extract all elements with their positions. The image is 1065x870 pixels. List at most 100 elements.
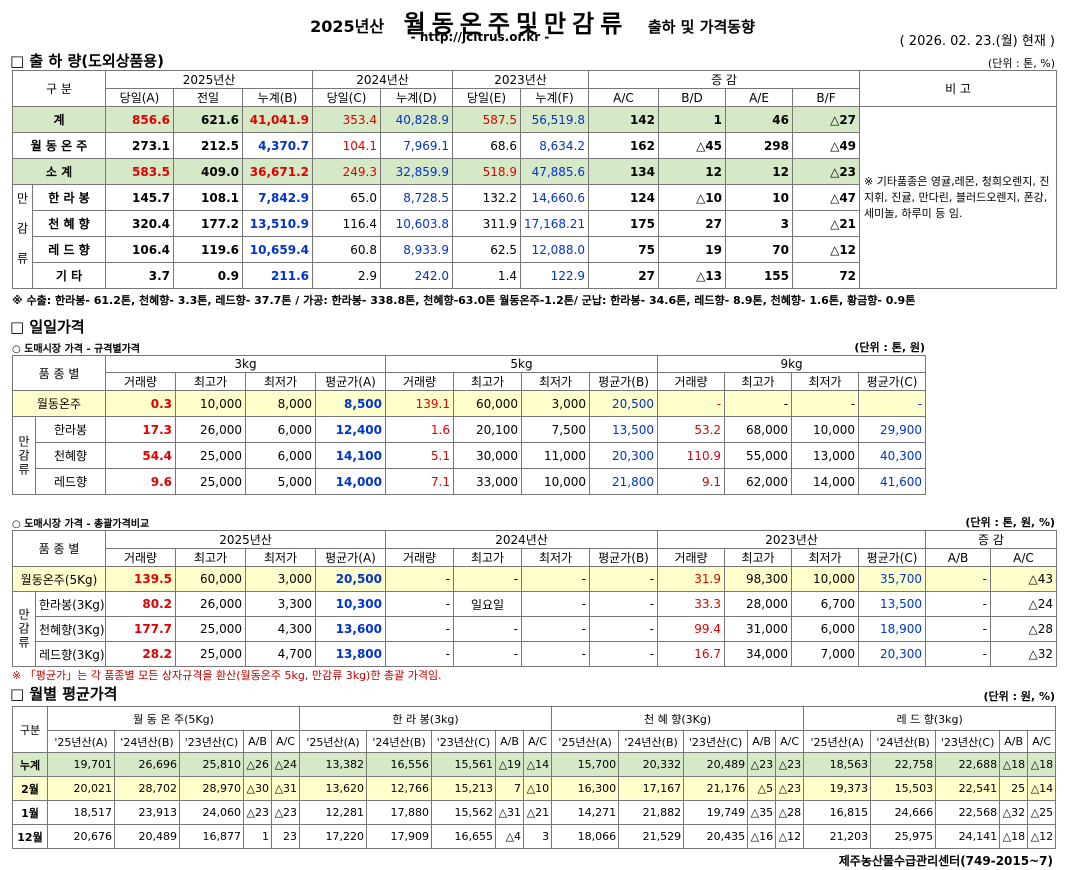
row-label: 한라봉(3Kg) [35,591,106,617]
row-label: 레 드 향 [32,236,106,263]
cell: 583.5 [105,158,174,185]
row-label: 레드향 [35,468,106,495]
cell: - [925,591,991,617]
section-heading: □ 월별 평균가격 [10,685,118,703]
cell: 273.1 [105,132,174,159]
unit: (단위 : 톤, 원, %) [965,516,1055,529]
cell: 14,100 [314,442,387,469]
cell: 10,000 [175,390,246,417]
cell: 20,300 [858,641,926,667]
cell: △21 [523,800,553,825]
row-label: 12월 [12,824,48,849]
header-cell: 평균가(C) [858,372,927,391]
cell: 4,300 [245,616,316,642]
cell: 20,500 [315,566,386,592]
cell: △28 [990,616,1057,642]
header-cell: 평균가(C) [858,548,926,567]
cell: 1.4 [452,262,521,289]
cell: 320.4 [105,210,174,237]
cell: 33,000 [453,468,523,495]
header-cell: 최저가 [245,548,316,567]
header-cell: 최고가 [724,548,792,567]
row-label: 누계 [12,752,48,777]
cell: 3,000 [521,390,591,417]
cell: △16 [747,824,777,849]
header-cell: 2023년산 [657,530,926,549]
header-cell: 2024년산 [312,70,453,89]
cell: 23,913 [114,800,180,825]
cell: 139.1 [385,390,455,417]
cell: △28 [775,800,805,825]
cell: △5 [747,776,777,801]
cell: 13,382 [299,752,368,777]
cell: - [453,566,522,592]
cell: 18,900 [858,616,926,642]
data-row: 만감류 한라봉(3Kg) 80.2 26,000 3,300 10,300- 일요일 - -33… [12,591,1057,667]
cell: 22,758 [870,752,937,777]
header-cell: '24년산(B) [114,730,180,753]
cell: 0.3 [105,390,176,417]
data-row: 월동온주 0.3 10,000 8,000 8,500 139.1 60,000 3,000 2… [12,390,927,417]
cell: 1 [658,106,726,133]
cell: - [724,390,793,417]
cell: - [385,616,454,642]
cell: 25 [999,776,1029,801]
header-cell: 당일(E) [452,88,521,107]
cell: △12 [791,236,861,263]
header-cell: 증 감 [587,70,861,89]
header-cell: 증 감 [925,530,1057,549]
cell: 6,700 [791,591,859,617]
cell: - [925,566,991,592]
cell: 14,000 [314,468,387,495]
header-cell: 누계(D) [380,88,453,107]
header-cell: 평균가(A) [314,372,387,391]
cell: 16,815 [803,800,872,825]
cell: 155 [725,262,793,289]
data-row: 월 동 온 주 273.1 212.5 4,370.7 104.1 7,969.1 68.6… [12,132,1057,159]
cell: 17,167 [618,776,685,801]
row-label: 한라봉 [35,416,106,443]
cell: 24,060 [179,800,244,825]
cell: 29,900 [858,416,927,443]
cell: 10,603.8 [380,210,453,237]
header-cell: 평균가(B) [589,548,658,567]
cell: △14 [523,752,553,777]
header-cell: A/B [495,730,525,753]
table: 품 종 별 2025년산 2024년산 2023년산 증 감 거래량 최고가 최저가 평균가(A… [12,530,1057,667]
cell: 3,300 [245,591,316,617]
cell: 14,000 [791,468,860,495]
cell: 7.1 [385,468,455,495]
cell: 18,563 [803,752,872,777]
header-row: 거래량 최고가 최저가 평균가(A) 거래량 최고가 최저가 평균가(B) 거래량 최고가 최저가 평… [13,548,1057,567]
cell: 25,000 [175,641,246,667]
cell: 4,370.7 [242,132,313,159]
cell: 22,688 [935,752,1001,777]
cell: △35 [747,800,777,825]
cell: 41,041.9 [242,106,313,133]
cell: 28.2 [105,641,176,667]
cell: △23 [270,800,301,825]
cell: △32 [990,641,1057,667]
cell: 20,021 [47,776,115,801]
unit: (단위 : 톤, %) [987,57,1055,70]
header-cell: 거래량 [657,548,725,567]
cell: 8,634.2 [520,132,589,159]
cell: △24 [990,591,1057,617]
cell: △23 [775,752,805,777]
cell: 25,810 [179,752,244,777]
cell: 25,000 [175,616,246,642]
cell: 17,909 [366,824,433,849]
header-cell: 최저가 [791,548,859,567]
cell: - [385,566,454,592]
header-cell: 전일 [173,88,243,107]
cell: 16,655 [431,824,497,849]
header-cell: 당일(A) [105,88,174,107]
cell: 20,676 [47,824,115,849]
cell: 21,176 [683,776,749,801]
cell: △23 [775,776,805,801]
cell: 13,800 [315,641,386,667]
title-main: 월동온주및만감류 [403,10,629,38]
